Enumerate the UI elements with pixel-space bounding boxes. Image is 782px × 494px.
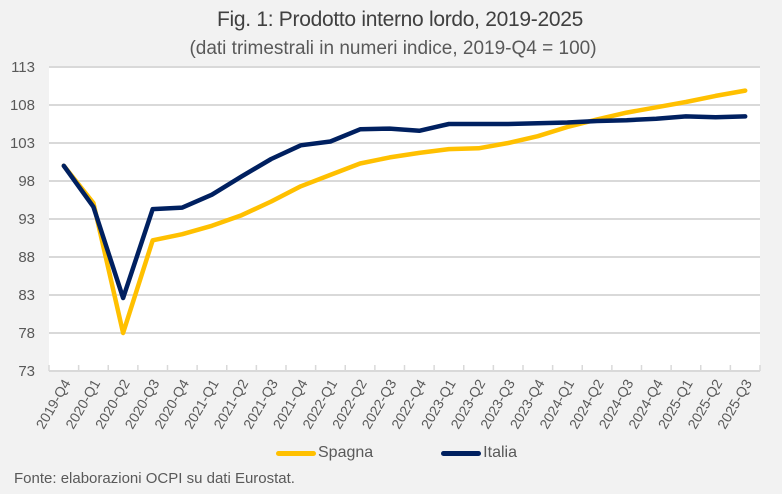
legend-item-italia: Italia [441, 444, 517, 462]
y-tick-label: 73 [18, 363, 35, 380]
legend-swatch-spagna [276, 450, 316, 456]
y-tick-label: 93 [18, 211, 35, 228]
y-axis: 73 78 83 88 93 98 103 108 113 [10, 59, 35, 380]
y-tick-label: 78 [18, 325, 35, 342]
series-line-italia [61, 114, 748, 301]
series-line-spagna [61, 88, 748, 336]
legend-label-italia: Italia [483, 444, 517, 461]
source-note: Fonte: elaborazioni OCPI su dati Eurosta… [14, 470, 295, 487]
y-tick-label: 83 [18, 287, 35, 304]
series-lines [61, 88, 748, 336]
y-tick-label: 98 [18, 173, 35, 190]
y-tick-label: 103 [10, 135, 35, 152]
y-tick-label: 113 [11, 59, 35, 76]
legend: Spagna Italia [276, 444, 585, 462]
legend-item-spagna: Spagna [276, 444, 373, 462]
chart-title: Fig. 1: Prodotto interno lordo, 2019-202… [217, 8, 583, 31]
y-tick-label: 88 [18, 249, 35, 266]
y-tick-label: 108 [10, 97, 35, 114]
chart-subtitle: (dati trimestrali in numeri indice, 2019… [189, 38, 597, 59]
legend-label-spagna: Spagna [318, 444, 374, 461]
legend-swatch-italia [441, 450, 482, 456]
gridlines [49, 66, 760, 372]
x-axis: 2019-Q42020-Q12020-Q22020-Q32020-Q42021-… [33, 365, 761, 432]
